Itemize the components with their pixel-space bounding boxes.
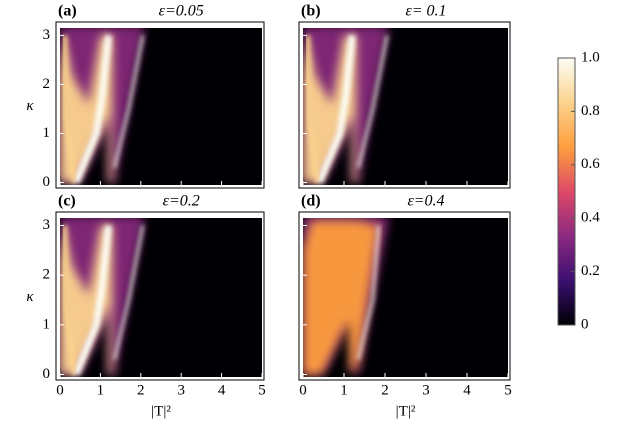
density-body xyxy=(60,35,113,183)
x-tick-label: 0 xyxy=(299,382,307,398)
panel-frame xyxy=(298,211,511,381)
colorbar-tick-label: 0.4 xyxy=(581,210,600,226)
y-tick-label: 2 xyxy=(43,267,51,283)
y-tick-label: 0 xyxy=(43,366,51,382)
panel-label: (d) xyxy=(301,193,321,210)
density-edge xyxy=(113,225,145,360)
panel-label: (a) xyxy=(58,3,77,20)
y-tick-label: 0 xyxy=(43,174,51,190)
panel-label: (b) xyxy=(301,3,321,20)
heatmap xyxy=(303,218,389,375)
density-body xyxy=(303,35,357,183)
density-ridge xyxy=(316,34,356,184)
heatmap xyxy=(60,28,145,184)
colorbar xyxy=(557,57,576,326)
y-tick-label: 3 xyxy=(43,217,51,233)
density-edge xyxy=(357,225,381,360)
panel-frame xyxy=(298,21,511,189)
y-axis-label: κ xyxy=(26,98,34,114)
density-body xyxy=(303,220,379,375)
y-axis-label: κ xyxy=(26,289,34,305)
density-ridge xyxy=(62,225,77,375)
panel: (d) ε=0.4 0 1 2 3 4 5 |T|² xyxy=(298,193,512,419)
colorbar-tick-label: 0 xyxy=(581,316,589,332)
y-tick-label: 2 xyxy=(43,76,51,92)
y-tick-label: 1 xyxy=(43,125,51,141)
x-tick-label: 2 xyxy=(137,382,145,398)
panel-title: ε=0.05 xyxy=(159,3,204,20)
x-tick-label: 1 xyxy=(340,382,348,398)
y-tick-label: 1 xyxy=(43,316,51,332)
x-tick-label: 5 xyxy=(504,382,512,398)
density-ridge xyxy=(305,35,320,183)
density-edge xyxy=(113,35,145,169)
heatmap xyxy=(60,218,145,376)
x-tick-label: 4 xyxy=(218,382,226,398)
x-axis-label: |T|² xyxy=(396,403,416,419)
x-tick-label: 3 xyxy=(422,382,430,398)
x-tick-label: 4 xyxy=(463,382,471,398)
panel-frame xyxy=(55,21,265,189)
panel: (b) ε= 0.1 xyxy=(298,3,511,189)
colorbar-tick-label: 0.8 xyxy=(581,103,600,119)
colorbar-tick-label: 0.2 xyxy=(581,263,600,279)
panel-title: ε=0.4 xyxy=(407,193,444,210)
density-edge xyxy=(357,35,389,169)
panel-title: ε=0.2 xyxy=(163,193,200,210)
density-ridge xyxy=(72,225,112,376)
heatmap xyxy=(303,28,389,184)
colorbar-tick-label: 1.0 xyxy=(581,49,600,65)
y-tick-label: 3 xyxy=(43,27,51,43)
density-ridge xyxy=(72,35,112,184)
panel-title: ε= 0.1 xyxy=(405,3,446,20)
panel-frame xyxy=(55,211,265,381)
density-ridge xyxy=(62,35,77,183)
panel: (a) ε=0.05 0 1 2 3 κ xyxy=(26,3,265,190)
panel-label: (c) xyxy=(58,193,76,210)
colorbar-tick-label: 0.6 xyxy=(581,156,600,172)
x-tick-label: 0 xyxy=(56,382,64,398)
x-tick-label: 2 xyxy=(381,382,389,398)
x-tick-label: 3 xyxy=(177,382,185,398)
panel: (c) ε=0.2 0 1 2 3 4 5 0 1 2 3 |T|² κ xyxy=(26,193,265,420)
density-body xyxy=(60,225,113,375)
x-axis-label: |T|² xyxy=(151,403,171,419)
x-tick-label: 5 xyxy=(258,382,266,398)
x-tick-label: 1 xyxy=(97,382,105,398)
